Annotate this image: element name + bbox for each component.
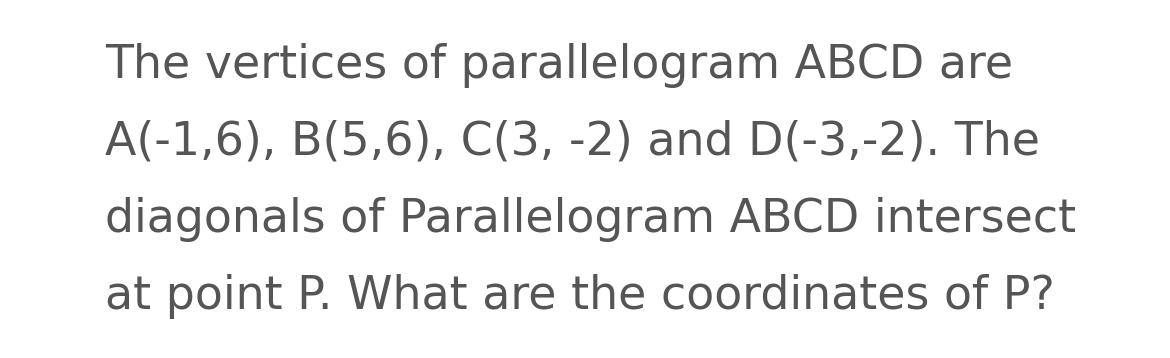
Text: A(-1,6), B(5,6), C(3, -2) and D(-3,-2). The: A(-1,6), B(5,6), C(3, -2) and D(-3,-2). … xyxy=(105,120,1040,165)
Text: The vertices of parallelogram ABCD are: The vertices of parallelogram ABCD are xyxy=(105,43,1013,88)
Text: at point P. What are the coordinates of P?: at point P. What are the coordinates of … xyxy=(105,274,1055,319)
Text: diagonals of Parallelogram ABCD intersect: diagonals of Parallelogram ABCD intersec… xyxy=(105,197,1076,242)
